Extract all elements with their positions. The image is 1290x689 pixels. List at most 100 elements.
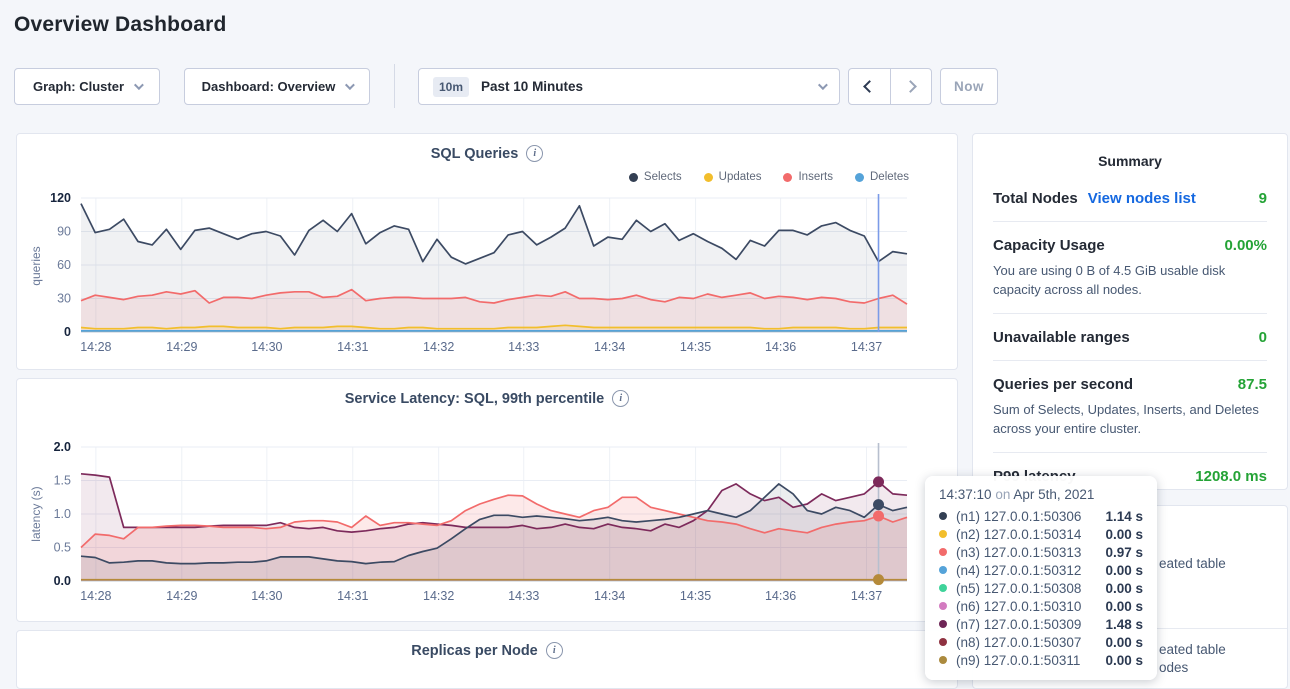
svg-text:14:33: 14:33: [508, 340, 539, 354]
svg-text:30: 30: [57, 292, 71, 306]
total-nodes-value: 9: [1258, 190, 1267, 207]
node-color-dot-icon: [939, 602, 947, 610]
event-row[interactable]: eated table odes: [1159, 642, 1226, 675]
svg-text:14:37: 14:37: [851, 589, 882, 603]
capacity-usage-value: 0.00%: [1224, 237, 1267, 254]
node-color-dot-icon: [939, 584, 947, 592]
legend-dot-icon: [628, 172, 638, 182]
event-row[interactable]: eated table: [1159, 556, 1226, 571]
chart-title: Replicas per Node: [411, 642, 538, 659]
legend-item-inserts[interactable]: Inserts: [783, 171, 833, 183]
time-step-forward-button[interactable]: [889, 69, 931, 104]
time-step-back-button[interactable]: [849, 69, 890, 104]
chart-hover-tooltip: 14:37:10 on Apr 5th, 2021 (n1) 127.0.0.1…: [925, 476, 1157, 680]
chevron-down-icon: [345, 80, 356, 91]
service-latency-title-row: Service Latency: SQL, 99th percentile i: [17, 390, 957, 407]
summary-title: Summary: [1098, 153, 1162, 169]
info-icon[interactable]: i: [545, 642, 563, 659]
svg-text:14:35: 14:35: [680, 589, 711, 603]
time-step-buttons: [848, 68, 932, 105]
sql-queries-title-row: SQL Queries i: [17, 145, 957, 162]
time-range-dropdown[interactable]: 10m Past 10 Minutes: [418, 68, 840, 105]
node-color-dot-icon: [939, 566, 947, 574]
p99-latency-value: 1208.0 ms: [1195, 468, 1267, 485]
svg-text:14:33: 14:33: [508, 589, 539, 603]
sql-queries-chart[interactable]: 14:28 14:29 14:30 14:31 14:32 14:33 14:34 14:35…: [17, 186, 959, 360]
service-latency-chart[interactable]: 14:28 14:29 14:30 14:31 14:32 14:33 14:34 14:35…: [17, 435, 959, 609]
node-latency-value: 0.00 s: [1105, 652, 1143, 668]
graph-scope-dropdown[interactable]: Graph: Cluster: [14, 68, 160, 105]
node-latency-value: 0.00 s: [1105, 634, 1143, 650]
svg-text:14:32: 14:32: [423, 589, 454, 603]
svg-text:14:32: 14:32: [423, 340, 454, 354]
unavailable-ranges-value: 0: [1258, 329, 1267, 346]
tooltip-node-row: (n7) 127.0.0.1:50309 1.48 s: [939, 615, 1143, 633]
node-address: (n4) 127.0.0.1:50312: [956, 562, 1082, 578]
page-title: Overview Dashboard: [14, 13, 227, 36]
node-color-dot-icon: [939, 512, 947, 520]
chart-title: Service Latency: SQL, 99th percentile: [344, 390, 605, 407]
node-address: (n6) 127.0.0.1:50310: [956, 598, 1082, 614]
legend-item-deletes[interactable]: Deletes: [855, 171, 909, 183]
node-latency-value: 0.00 s: [1105, 580, 1143, 596]
dashboard-label: Dashboard: Overview: [201, 79, 336, 94]
svg-text:14:35: 14:35: [680, 340, 711, 354]
svg-text:1.5: 1.5: [54, 474, 71, 488]
svg-text:14:30: 14:30: [251, 340, 282, 354]
chevron-left-icon: [863, 80, 876, 93]
legend-item-updates[interactable]: Updates: [703, 171, 761, 183]
info-icon[interactable]: i: [526, 145, 544, 162]
node-latency-value: 0.97 s: [1105, 544, 1143, 560]
replicas-per-node-panel: Replicas per Node i: [16, 630, 958, 689]
legend-dot-icon: [783, 172, 793, 182]
svg-text:120: 120: [50, 191, 71, 205]
svg-text:14:28: 14:28: [80, 340, 111, 354]
node-latency-value: 1.48 s: [1105, 616, 1143, 632]
svg-text:14:34: 14:34: [594, 340, 625, 354]
tooltip-node-row: (n6) 127.0.0.1:50310 0.00 s: [939, 597, 1143, 615]
tooltip-node-row: (n1) 127.0.0.1:50306 1.14 s: [939, 507, 1143, 525]
svg-text:14:37: 14:37: [851, 340, 882, 354]
chevron-down-icon: [133, 80, 144, 91]
chevron-down-icon: [817, 80, 828, 91]
tooltip-node-row: (n4) 127.0.0.1:50312 0.00 s: [939, 561, 1143, 579]
unavailable-ranges-label: Unavailable ranges: [993, 329, 1130, 346]
dashboard-dropdown[interactable]: Dashboard: Overview: [184, 68, 370, 105]
capacity-usage-desc: You are using 0 B of 4.5 GiB usable disk…: [993, 263, 1226, 297]
view-nodes-list-link[interactable]: View nodes list: [1087, 190, 1196, 207]
legend-item-selects[interactable]: Selects: [628, 171, 682, 183]
node-address: (n7) 127.0.0.1:50309: [956, 616, 1082, 632]
svg-text:1.0: 1.0: [54, 507, 71, 521]
chevron-right-icon: [904, 80, 918, 93]
capacity-usage-label: Capacity Usage: [993, 237, 1105, 254]
tooltip-node-row: (n8) 127.0.0.1:50307 0.00 s: [939, 633, 1143, 651]
legend-label: Deletes: [870, 171, 909, 183]
service-latency-panel: Service Latency: SQL, 99th percentile i …: [16, 378, 958, 622]
node-latency-value: 0.00 s: [1105, 526, 1143, 542]
tooltip-node-row: (n3) 127.0.0.1:50313 0.97 s: [939, 543, 1143, 561]
total-nodes-label: Total Nodes: [993, 190, 1078, 207]
controls-divider: [394, 64, 395, 108]
node-color-dot-icon: [939, 638, 947, 646]
svg-text:14:34: 14:34: [594, 589, 625, 603]
svg-text:14:29: 14:29: [166, 340, 197, 354]
svg-text:60: 60: [57, 258, 71, 272]
svg-text:14:36: 14:36: [765, 340, 796, 354]
legend-dot-icon: [703, 172, 713, 182]
node-color-dot-icon: [939, 548, 947, 556]
summary-panel: Summary Total Nodes View nodes list 9 Ca…: [972, 133, 1288, 490]
qps-value: 87.5: [1237, 376, 1267, 393]
node-color-dot-icon: [939, 620, 947, 628]
tooltip-node-row: (n5) 127.0.0.1:50308 0.00 s: [939, 579, 1143, 597]
legend-dot-icon: [855, 172, 864, 182]
node-address: (n2) 127.0.0.1:50314: [956, 526, 1082, 542]
summary-row-capacity: Capacity Usage 0.00% You are using 0 B o…: [993, 222, 1267, 314]
now-button[interactable]: Now: [940, 68, 998, 105]
qps-label: Queries per second: [993, 376, 1134, 393]
replicas-title-row: Replicas per Node i: [17, 642, 957, 659]
qps-desc: Sum of Selects, Updates, Inserts, and De…: [993, 402, 1259, 436]
info-icon[interactable]: i: [612, 390, 630, 407]
svg-text:14:28: 14:28: [80, 589, 111, 603]
legend-label: Selects: [643, 171, 682, 183]
svg-text:14:30: 14:30: [251, 589, 282, 603]
